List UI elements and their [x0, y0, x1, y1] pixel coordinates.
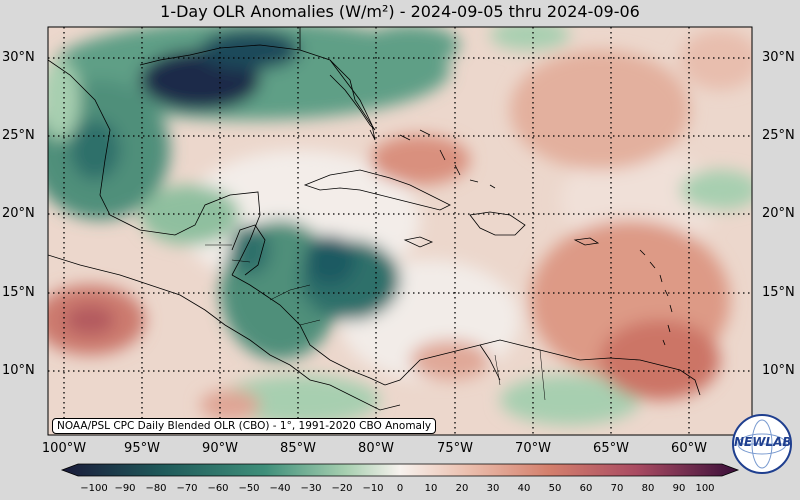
- lon-label: 95°W: [124, 441, 160, 456]
- lon-label: 90°W: [202, 441, 238, 456]
- globe-icon: [737, 419, 787, 469]
- colorbar-tick: −60: [207, 483, 229, 494]
- colorbar-tick: 0: [396, 483, 404, 494]
- colorbar-tick: −90: [114, 483, 136, 494]
- coastlines: [48, 27, 701, 411]
- source-note: NOAA/PSL CPC Daily Blended OLR (CBO) - 1…: [52, 418, 437, 434]
- newlab-logo[interactable]: NEWLAB: [732, 414, 792, 474]
- lat-label-left: 30°N: [2, 50, 35, 65]
- colorbar-tick: 80: [641, 483, 655, 494]
- lat-label-right: 15°N: [762, 285, 795, 300]
- colorbar: [60, 463, 740, 477]
- lat-label-right: 20°N: [762, 206, 795, 221]
- lon-label: 85°W: [280, 441, 316, 456]
- colorbar-tick: −100: [80, 483, 108, 494]
- colorbar-tick: 50: [548, 483, 562, 494]
- lon-label: 60°W: [671, 441, 707, 456]
- colorbar-tick: 20: [455, 483, 469, 494]
- lon-label: 80°W: [358, 441, 394, 456]
- colorbar-tick: 10: [424, 483, 438, 494]
- lon-label: 65°W: [593, 441, 629, 456]
- graticule: [48, 27, 752, 435]
- colorbar-tick: −30: [300, 483, 322, 494]
- logo-text: NEWLAB: [734, 435, 792, 449]
- lat-label-left: 15°N: [2, 285, 35, 300]
- map-frame: [47, 26, 753, 436]
- colorbar-tick: −80: [145, 483, 167, 494]
- colorbar-tick: 60: [579, 483, 593, 494]
- olr-anomaly-field: [48, 27, 752, 435]
- colorbar-tick: 30: [486, 483, 500, 494]
- colorbar-tick: 90: [672, 483, 686, 494]
- colorbar-tick: −70: [176, 483, 198, 494]
- colorbar-tick: −50: [238, 483, 260, 494]
- lat-label-left: 25°N: [2, 128, 35, 143]
- colorbar-tick: −10: [362, 483, 384, 494]
- lat-label-left: 10°N: [2, 363, 35, 378]
- lon-label: 100°W: [41, 441, 87, 456]
- lat-label-left: 20°N: [2, 206, 35, 221]
- colorbar-tick: 100: [695, 483, 715, 494]
- lon-label: 70°W: [515, 441, 551, 456]
- colorbar-tick: −40: [269, 483, 291, 494]
- lat-label-right: 10°N: [762, 363, 795, 378]
- colorbar-tick: −20: [331, 483, 353, 494]
- map-title: 1-Day OLR Anomalies (W/m²) - 2024-09-05 …: [160, 2, 640, 21]
- lon-label: 75°W: [437, 441, 473, 456]
- lat-label-right: 30°N: [762, 50, 795, 65]
- colorbar-tick: 70: [610, 483, 624, 494]
- lat-label-right: 25°N: [762, 128, 795, 143]
- colorbar-tick: 40: [517, 483, 531, 494]
